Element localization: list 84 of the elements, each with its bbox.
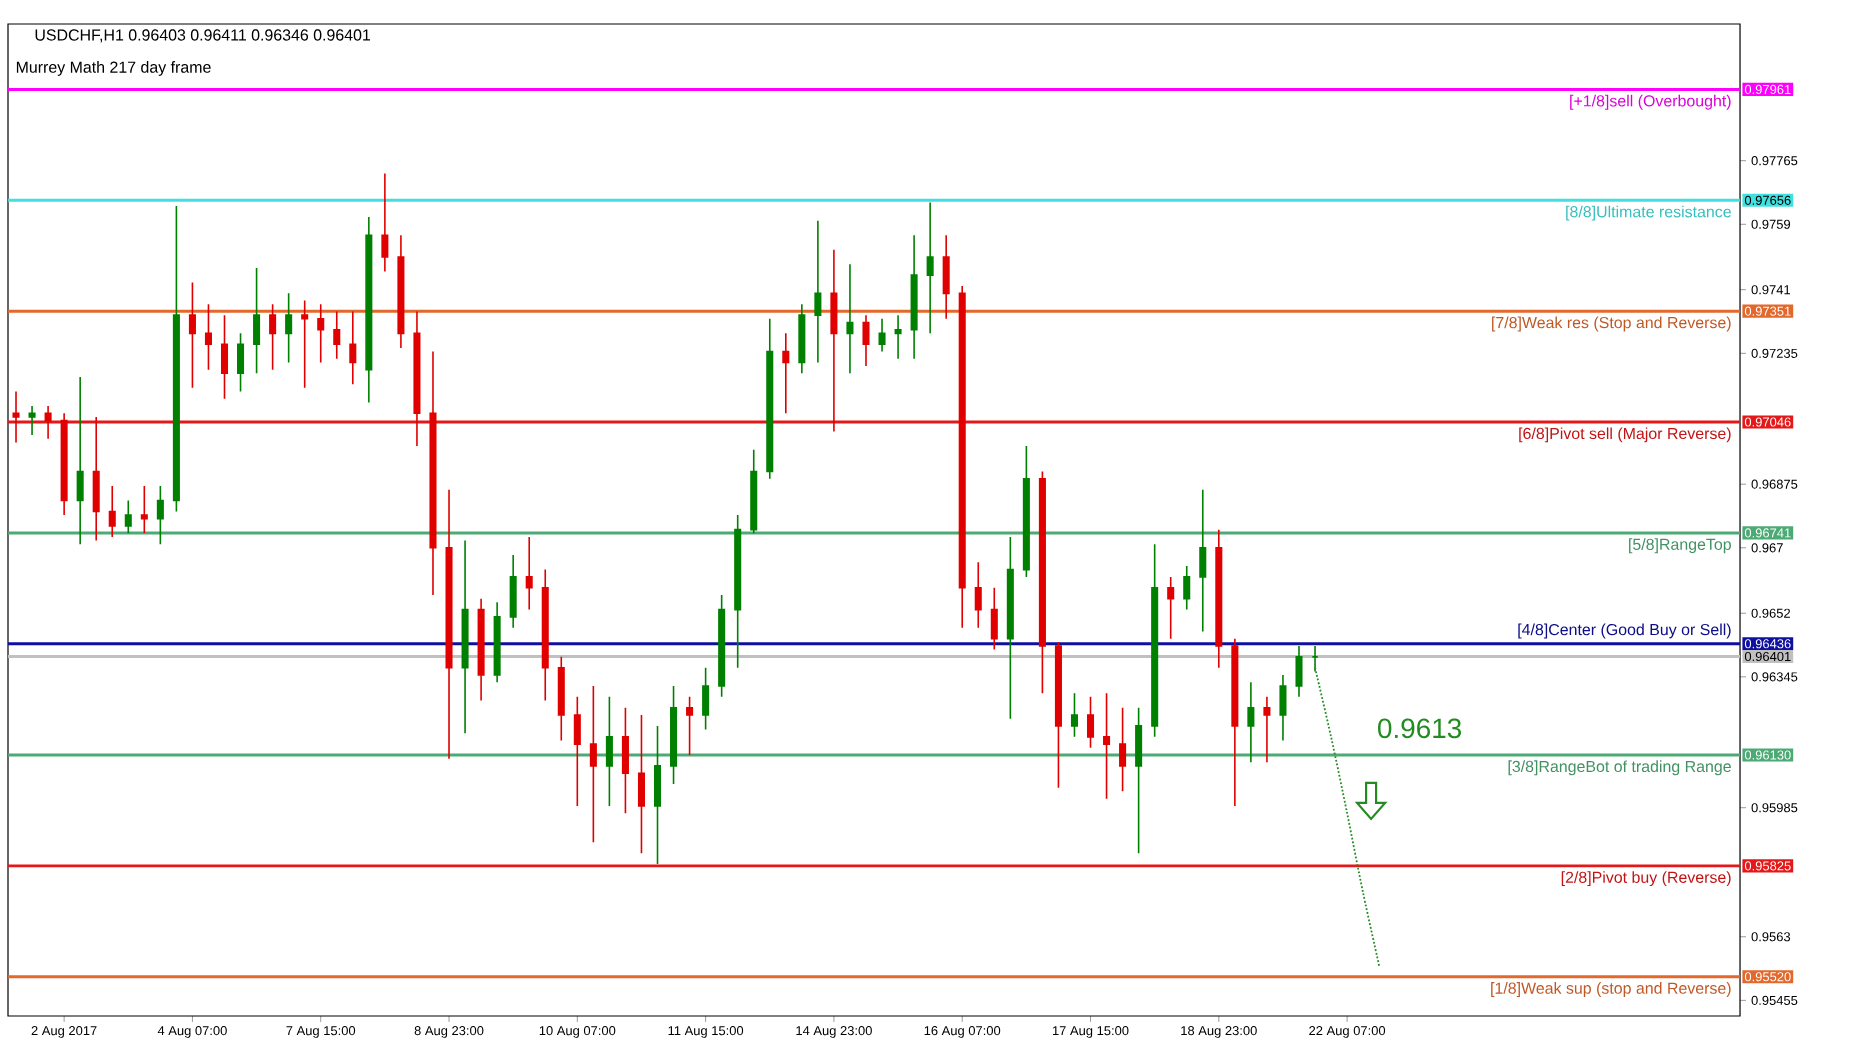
candlestick — [702, 666, 710, 731]
candlestick — [974, 561, 982, 629]
candlestick — [750, 448, 758, 535]
candlestick — [814, 219, 822, 364]
candlestick — [894, 314, 902, 360]
candlestick — [253, 267, 261, 375]
candlestick — [1263, 696, 1271, 764]
candlestick — [1215, 528, 1223, 669]
candlestick — [862, 314, 870, 367]
candlestick — [317, 303, 325, 364]
candlestick — [1295, 645, 1303, 698]
candlestick — [878, 318, 886, 353]
candlestick — [124, 499, 132, 535]
candlestick — [1086, 696, 1095, 749]
candlestick — [1070, 692, 1078, 738]
candlestick — [958, 285, 966, 629]
candlestick — [525, 536, 533, 611]
candlestick — [76, 376, 84, 545]
candlestick — [1103, 692, 1111, 800]
candlestick — [926, 201, 934, 335]
candlestick — [910, 234, 918, 360]
line-series — [1314, 666, 1381, 967]
candlestick — [461, 539, 469, 734]
candlestick — [1199, 488, 1207, 633]
candlestick — [237, 332, 245, 393]
candlestick — [333, 310, 341, 360]
candlestick — [381, 172, 389, 273]
candlestick — [734, 514, 742, 669]
candlestick — [108, 485, 116, 538]
candlestick — [798, 303, 806, 375]
candlestick — [1135, 706, 1143, 854]
candlestick — [637, 714, 645, 854]
candlestick — [1054, 641, 1062, 789]
candlestick — [1151, 543, 1159, 738]
candlestick — [589, 685, 597, 844]
candlestick — [413, 310, 421, 447]
candlestick — [44, 405, 52, 440]
candlestick — [1006, 536, 1014, 720]
candlestick — [846, 263, 854, 375]
candlestick — [1038, 470, 1046, 694]
candlestick — [140, 485, 148, 535]
candlestick — [429, 350, 437, 596]
candlestick — [301, 299, 309, 389]
candlestick — [990, 586, 998, 651]
candlestick — [1247, 681, 1255, 764]
candlestick — [1311, 645, 1319, 673]
candlestick — [60, 412, 68, 516]
candlestick — [1231, 637, 1239, 807]
candlestick — [541, 568, 549, 702]
candlestick — [1119, 706, 1127, 793]
candlestick — [1167, 576, 1175, 640]
candlestick — [942, 234, 950, 320]
candlestick — [269, 303, 277, 371]
candlestick — [830, 248, 838, 433]
candlestick — [1183, 565, 1191, 611]
candlestick — [285, 292, 293, 364]
candlestick — [605, 696, 613, 807]
annotation: 0.9613 — [1378, 718, 1462, 739]
candlestick — [557, 656, 565, 742]
candlestick — [573, 696, 581, 807]
candlestick — [172, 205, 180, 513]
candlestick — [188, 281, 196, 389]
candlestick — [156, 485, 164, 545]
candlestick — [204, 303, 212, 371]
candlestick — [1279, 674, 1287, 742]
candlestick — [349, 310, 357, 386]
candlestick — [12, 390, 20, 444]
candlestick — [28, 405, 36, 436]
candlestick — [493, 601, 501, 684]
candlestick — [670, 685, 678, 785]
candlestick — [509, 554, 517, 629]
candlestick — [686, 696, 694, 756]
candlestick — [766, 318, 774, 480]
candlestick — [220, 314, 229, 400]
candlestick — [782, 332, 790, 415]
candlestick — [621, 706, 629, 814]
candlestick — [365, 216, 373, 404]
candlestick — [445, 488, 453, 760]
candlestick — [718, 594, 726, 698]
candlestick — [1022, 445, 1030, 578]
candlestick — [397, 234, 405, 349]
candlestick — [653, 725, 662, 865]
candlestick — [92, 416, 100, 542]
candlestick — [477, 597, 485, 702]
